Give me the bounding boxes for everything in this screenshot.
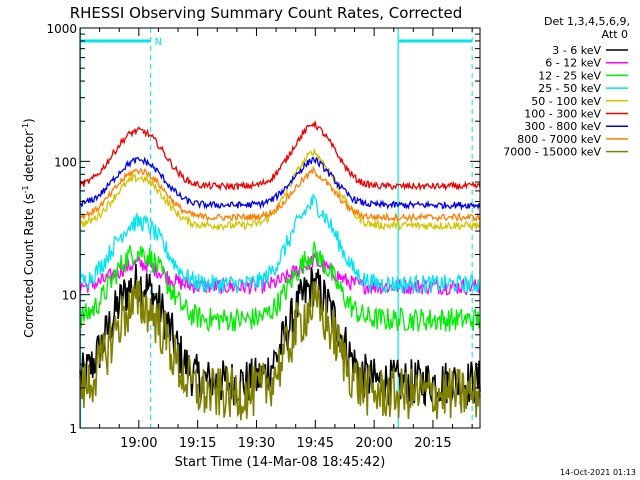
y-axis-label-mid: detector bbox=[22, 131, 36, 186]
y-axis-label-sup-1: -1 bbox=[21, 185, 30, 193]
series-line bbox=[79, 156, 481, 211]
x-tick-label: 19:15 bbox=[179, 436, 216, 451]
x-tick-label: 19:45 bbox=[297, 436, 334, 451]
legend-label: 6 - 12 keV bbox=[545, 57, 601, 70]
series-line bbox=[79, 165, 481, 223]
series-line bbox=[79, 121, 481, 192]
legend-label: 3 - 6 keV bbox=[552, 44, 601, 57]
x-tick-label: 20:00 bbox=[355, 436, 392, 451]
x-axis-label: Start Time (14-Mar-08 18:45:42) bbox=[175, 455, 386, 470]
y-tick-label: 1000 bbox=[46, 22, 77, 36]
chart-title: RHESSI Observing Summary Count Rates, Co… bbox=[70, 4, 463, 22]
y-tick-label: 10 bbox=[62, 289, 77, 303]
plot-frame bbox=[79, 27, 481, 429]
legend-label: 800 - 7000 keV bbox=[517, 133, 601, 146]
plot-area: N 1 10 100 1000 19:00 19:15 19:30 19:45 20:00 20… bbox=[46, 22, 481, 451]
x-axis: 19:00 19:15 19:30 19:45 20:00 20:15 bbox=[99, 28, 473, 451]
y-tick-label: 1 bbox=[69, 422, 77, 436]
night-label: N bbox=[155, 37, 162, 48]
y-axis-label: Corrected Count Rate (s-1 detector-1) bbox=[21, 118, 36, 337]
x-tick-label: 19:30 bbox=[238, 436, 275, 451]
x-tick-label: 19:00 bbox=[120, 436, 157, 451]
series-line bbox=[79, 193, 481, 295]
legend-label: 7000 - 15000 keV bbox=[503, 146, 601, 159]
legend-label: 100 - 300 keV bbox=[524, 108, 601, 121]
legend-label: 50 - 100 keV bbox=[531, 95, 601, 108]
observing-markers: N bbox=[79, 28, 473, 428]
y-tick-label: 100 bbox=[54, 155, 77, 169]
series-line bbox=[79, 241, 481, 333]
series-line bbox=[79, 251, 481, 296]
series-lines bbox=[79, 121, 481, 421]
legend-label: 12 - 25 keV bbox=[538, 69, 601, 82]
y-axis: 1 10 100 1000 bbox=[46, 22, 480, 436]
series-line bbox=[79, 279, 481, 421]
y-axis-label-end: ) bbox=[22, 118, 36, 123]
series-line bbox=[79, 148, 481, 232]
x-tick-label: 20:15 bbox=[414, 436, 451, 451]
y-axis-label-base: Corrected Count Rate (s bbox=[22, 193, 36, 337]
legend-label: 300 - 800 keV bbox=[524, 120, 601, 133]
legend-header-line-2: Att 0 bbox=[602, 28, 628, 41]
footer-timestamp: 14-Oct-2021 01:13 bbox=[560, 468, 636, 477]
legend-label: 25 - 50 keV bbox=[538, 82, 601, 95]
y-axis-label-sup-2: -1 bbox=[21, 123, 30, 131]
legend-header-line-1: Det 1,3,4,5,6,9, bbox=[544, 15, 630, 28]
